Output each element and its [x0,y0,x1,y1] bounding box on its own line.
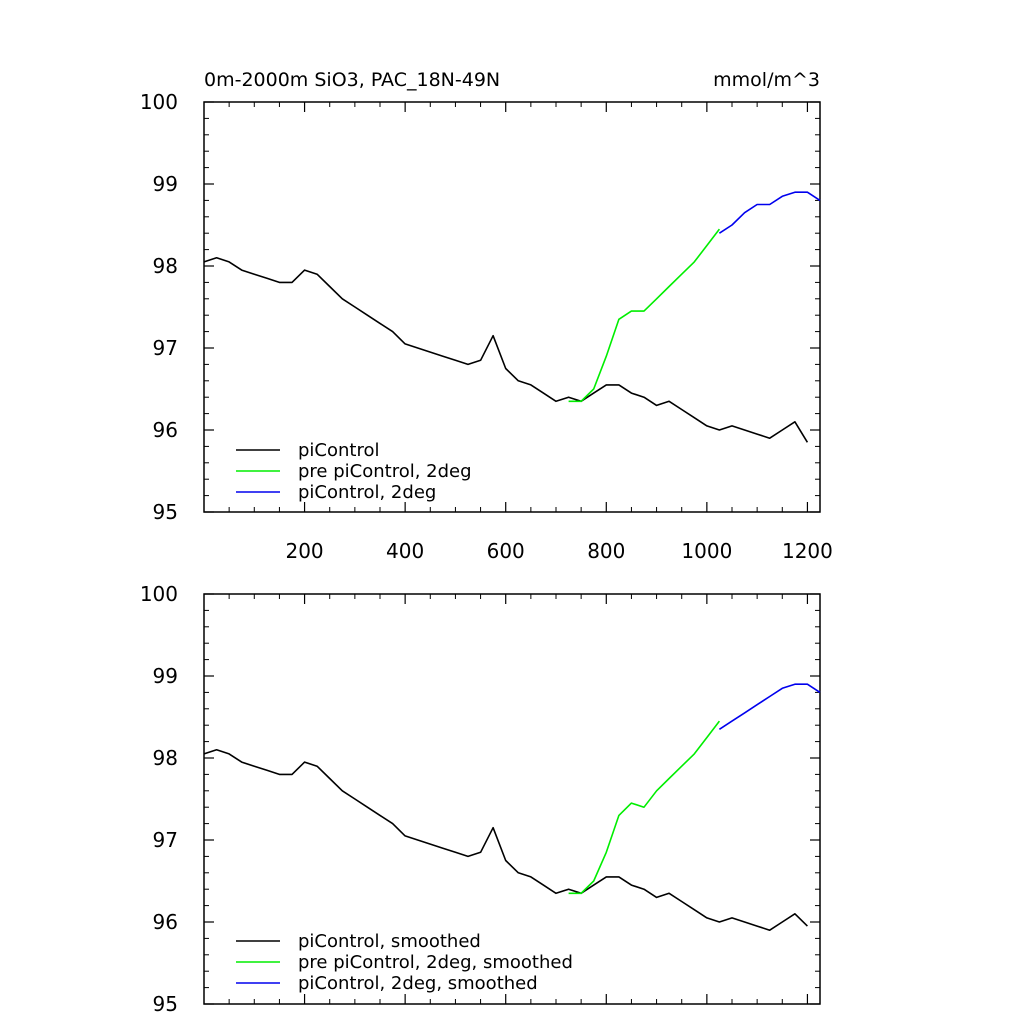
x-tick-label: 400 [386,539,424,563]
y-tick-label: 95 [153,500,178,524]
legend-label: pre piControl, 2deg, smoothed [298,952,573,973]
series-line-2 [718,191,821,234]
y-tick-label: 95 [153,992,178,1016]
x-tick-label: 600 [487,539,525,563]
x-tick-label: 1000 [681,539,732,563]
y-tick-label: 98 [153,746,178,770]
series-line-1 [568,228,721,403]
legend-label: piControl, 2deg [298,482,436,503]
chart-title: 0m-2000m SiO3, PAC_18N-49N [204,69,500,91]
series-line-0 [203,748,808,932]
axis-ticks: 95 96 97 98 99 100 [140,582,820,1016]
axis-ticks: 95 96 97 98 99 100 200 400 600 800 1000 1200 [140,90,833,563]
series-lines [203,191,821,443]
y-tick-label: 99 [153,664,178,688]
series-line-0 [203,256,809,443]
series-line-1 [568,720,721,895]
top-panel: 0m-2000m SiO3, PAC_18N-49N mmol/m^3 95 96… [140,69,833,563]
y-tick-label: 100 [140,90,178,114]
y-tick-label: 98 [153,254,178,278]
legend-label: piControl, 2deg, smoothed [298,973,538,994]
y-tick-label: 97 [153,336,178,360]
y-tick-label: 96 [153,418,178,442]
y-tick-label: 99 [153,172,178,196]
y-tick-label: 97 [153,828,178,852]
series-lines [203,683,821,932]
units-label: mmol/m^3 [713,69,820,91]
legend-label: piControl [298,440,380,461]
plot-frame [203,593,821,1005]
y-tick-label: 100 [140,582,178,606]
legend-label: piControl, smoothed [298,931,481,952]
legend-label: pre piControl, 2deg [298,461,472,482]
x-tick-label: 800 [587,539,625,563]
y-tick-label: 96 [153,910,178,934]
plot-frame [203,101,821,513]
x-tick-label: 200 [285,539,323,563]
series-line-2 [718,683,821,730]
x-tick-label: 1200 [782,539,833,563]
